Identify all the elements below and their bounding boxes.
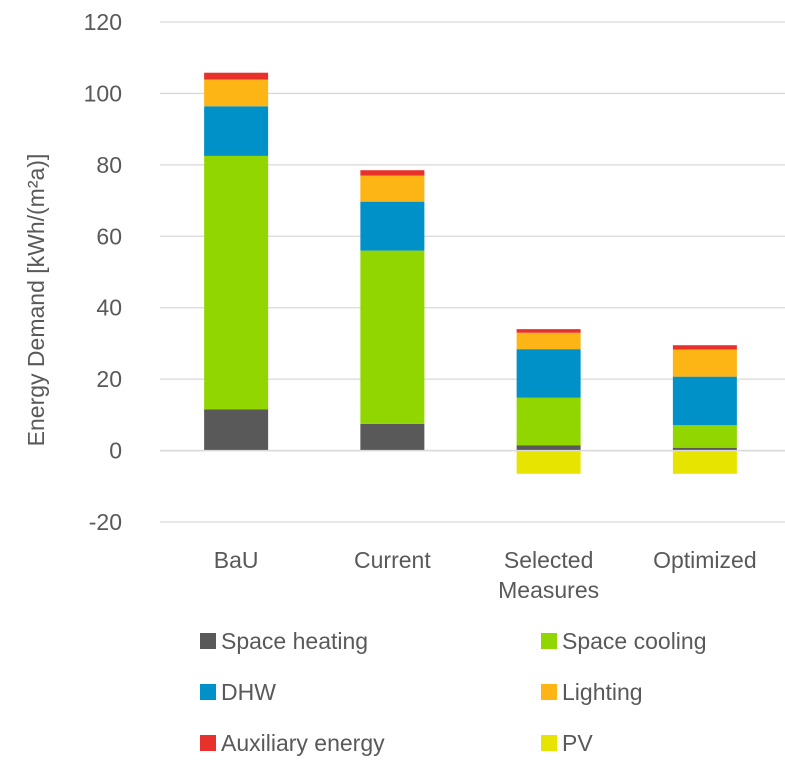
- y-tick-label: 0: [109, 438, 122, 464]
- bar-segment: [516, 450, 581, 474]
- y-tick-label: 80: [96, 152, 122, 178]
- bar-segment: [516, 349, 581, 398]
- bar-segment: [672, 349, 737, 377]
- y-tick-label: 20: [96, 366, 122, 392]
- legend-label: Lighting: [562, 679, 643, 705]
- bar-segment: [516, 445, 581, 451]
- y-tick-label: 60: [96, 223, 122, 249]
- legend-label: Space heating: [221, 628, 368, 654]
- legend-swatch: [200, 633, 216, 649]
- bar-segment: [516, 332, 581, 350]
- bar-segment: [360, 201, 425, 251]
- bar-segment: [204, 155, 269, 410]
- x-tick-label: Current: [354, 547, 431, 573]
- legend-label: Space cooling: [562, 628, 707, 654]
- bar-segment: [672, 376, 737, 426]
- bar-segment: [204, 72, 269, 80]
- legend-swatch: [541, 735, 557, 751]
- bar-segment: [672, 450, 737, 474]
- x-axis-categories: BaU Current Selected Measures Optimized: [214, 547, 757, 603]
- x-tick-label: Selected: [504, 547, 594, 573]
- y-tick-label: -20: [89, 509, 122, 535]
- bar-segment: [672, 345, 737, 350]
- y-tick-label: 40: [96, 295, 122, 321]
- bar-segment: [672, 425, 737, 448]
- legend-swatch: [200, 735, 216, 751]
- bar-segment: [672, 447, 737, 451]
- bar-segment: [204, 409, 269, 451]
- legend-swatch: [200, 684, 216, 700]
- legend-swatch: [541, 684, 557, 700]
- legend-swatch: [541, 633, 557, 649]
- bars: [204, 72, 737, 474]
- y-tick-label: 100: [84, 80, 122, 106]
- y-axis-ticks: -20 0 20 40 60 80 100 120: [84, 9, 122, 535]
- y-tick-label: 120: [84, 9, 122, 35]
- x-tick-label: Measures: [498, 577, 599, 603]
- legend-label: PV: [562, 730, 593, 756]
- bar-segment: [516, 397, 581, 446]
- bar-segment: [204, 79, 269, 107]
- bar-segment: [360, 250, 425, 424]
- x-tick-label: Optimized: [653, 547, 757, 573]
- bar-segment: [360, 170, 425, 176]
- bar-segment: [516, 329, 581, 333]
- legend-label: Auxiliary energy: [221, 730, 385, 756]
- bar-segment: [360, 175, 425, 202]
- bar-segment: [204, 106, 269, 156]
- x-tick-label: BaU: [214, 547, 259, 573]
- legend: Space heating Space cooling DHW Lighting Aux…: [200, 628, 707, 756]
- bar-segment: [360, 423, 425, 451]
- legend-label: DHW: [221, 679, 276, 705]
- y-axis-label: Energy Demand [kWh/(m²a)]: [23, 154, 49, 447]
